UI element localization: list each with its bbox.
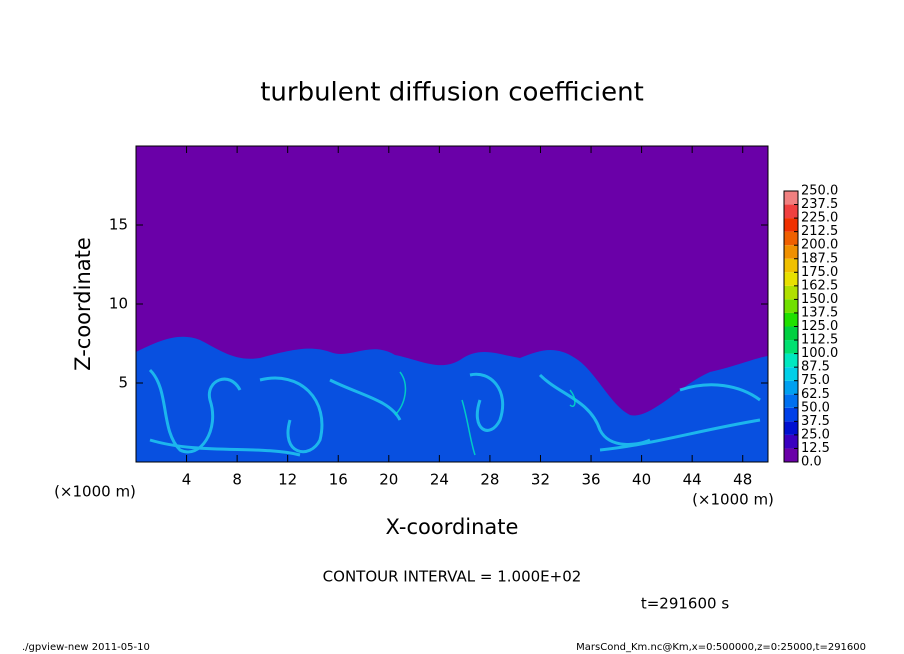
colorbar-label: 187.5 — [801, 251, 838, 266]
x-tick-label: 40 — [632, 471, 651, 489]
field — [136, 336, 768, 462]
colorbar-label: 200.0 — [801, 238, 838, 253]
colorbar-label: 50.0 — [801, 400, 830, 415]
colorbar-label: 225.0 — [801, 211, 838, 226]
colorbar-band — [784, 312, 798, 327]
colorbar-band — [784, 380, 798, 395]
x-tick-label: 8 — [232, 471, 242, 489]
y-unit: (×1000 m) — [54, 483, 136, 501]
colorbar-label: 175.0 — [801, 265, 838, 280]
colorbar-label: 237.5 — [801, 197, 838, 212]
footer-left: ./gpview-new 2011-05-10 — [22, 642, 150, 653]
colorbar-band — [784, 272, 798, 286]
x-tick-label: 24 — [430, 471, 449, 489]
x-tick-label: 48 — [733, 471, 752, 489]
colorbar-band — [784, 367, 798, 381]
chart-title: turbulent diffusion coefficient — [260, 78, 644, 108]
time-label: t=291600 s — [641, 595, 729, 613]
colorbar-label: 62.5 — [801, 387, 830, 402]
y-axis-title: Z-coordinate — [71, 237, 95, 371]
colorbar-band — [784, 326, 798, 341]
colorbar-label: 37.5 — [801, 414, 830, 429]
colorbar-band — [784, 421, 798, 435]
colorbar-band — [784, 448, 798, 462]
colorbar-band — [784, 258, 798, 273]
x-tick-label: 44 — [683, 471, 702, 489]
colorbar-band — [784, 218, 798, 232]
colorbar-band — [784, 245, 798, 259]
colorbar-band — [784, 204, 798, 219]
x-tick-label: 28 — [480, 471, 499, 489]
y-tick-label: 10 — [109, 295, 128, 313]
colorbar-band — [784, 231, 798, 246]
colorbar-label: 87.5 — [801, 360, 830, 375]
x-tick-label: 32 — [531, 471, 550, 489]
colorbar-band — [784, 407, 798, 422]
x-tick-label: 36 — [581, 471, 600, 489]
colorbar-band — [784, 191, 798, 205]
x-tick-label: 20 — [379, 471, 398, 489]
colorbar-label: 112.5 — [801, 333, 838, 348]
x-tick-label: 16 — [329, 471, 348, 489]
colorbar-label: 75.0 — [801, 373, 830, 388]
contour-interval: CONTOUR INTERVAL = 1.000E+02 — [323, 568, 582, 586]
x-axis-title: X-coordinate — [386, 515, 519, 539]
colorbar-band — [784, 299, 798, 313]
colorbar-label: 137.5 — [801, 305, 838, 320]
colorbar-label: 150.0 — [801, 292, 838, 307]
x-tick-label: 4 — [182, 471, 192, 489]
colorbar-label: 25.0 — [801, 427, 830, 442]
colorbar-band — [784, 434, 798, 449]
colorbar-label: 100.0 — [801, 346, 838, 361]
colorbar-band — [784, 285, 798, 300]
colorbar-label: 162.5 — [801, 278, 838, 293]
colorbar-label: 212.5 — [801, 224, 838, 239]
footer-right: MarsCond_Km.nc@Km,x=0:500000,z=0:25000,t… — [576, 642, 866, 653]
y-tick-label: 5 — [118, 374, 128, 392]
colorbar-band — [784, 340, 798, 354]
colorbar-label: 250.0 — [801, 184, 838, 199]
x-unit: (×1000 m) — [692, 491, 774, 509]
x-tick-label: 12 — [278, 471, 297, 489]
colorbar-band — [784, 394, 798, 408]
colorbar-band — [784, 353, 798, 368]
colorbar-label: 0.0 — [801, 455, 822, 470]
colorbar-label: 125.0 — [801, 319, 838, 334]
colorbar-label: 12.5 — [801, 441, 830, 456]
y-tick-label: 15 — [109, 216, 128, 234]
